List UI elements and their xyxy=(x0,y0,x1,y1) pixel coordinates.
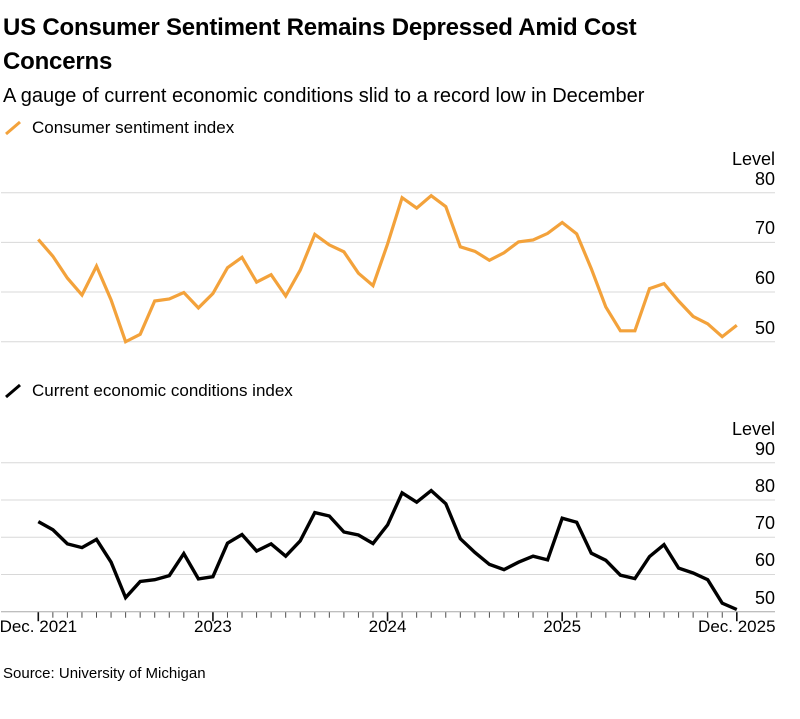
y-axis-tick-label: 50 xyxy=(754,587,775,608)
chart-subtitle: A gauge of current economic conditions s… xyxy=(3,85,645,107)
y-axis-tick-label: 80 xyxy=(754,475,775,496)
y-axis-tick-label: 90 xyxy=(754,438,775,459)
x-axis-label: 2024 xyxy=(368,617,407,636)
y-axis-tick-label: 70 xyxy=(754,218,775,239)
conditions-series-line xyxy=(37,488,738,612)
sentiment-series-line xyxy=(37,193,738,344)
page-title: US Consumer Sentiment Remains Depressed … xyxy=(3,14,637,75)
y-axis-tick-label: 60 xyxy=(754,550,775,571)
source-note: Source: University of Michigan xyxy=(3,665,206,682)
legend-sentiment: Consumer sentiment index xyxy=(3,118,234,138)
y-axis-tick-label: 60 xyxy=(754,268,775,289)
y-axis-title: Level xyxy=(731,418,775,439)
legend-conditions-label: Current economic conditions index xyxy=(32,381,293,400)
y-axis-title: Level xyxy=(731,148,775,169)
y-axis-tick-label: 50 xyxy=(754,317,775,338)
sentiment-slash-icon xyxy=(5,120,21,136)
conditions-slash-icon xyxy=(5,383,21,399)
legend-conditions: Current economic conditions index xyxy=(3,381,293,401)
y-axis-tick-label: 80 xyxy=(754,168,775,189)
legend-sentiment-label: Consumer sentiment index xyxy=(32,118,235,137)
x-axis-label: Dec. 2021 xyxy=(0,617,78,636)
y-axis-tick-label: 70 xyxy=(754,513,775,534)
x-axis-label: 2023 xyxy=(194,617,232,636)
x-axis-label: Dec. 2025 xyxy=(698,617,776,636)
x-axis-label: 2025 xyxy=(543,617,582,636)
